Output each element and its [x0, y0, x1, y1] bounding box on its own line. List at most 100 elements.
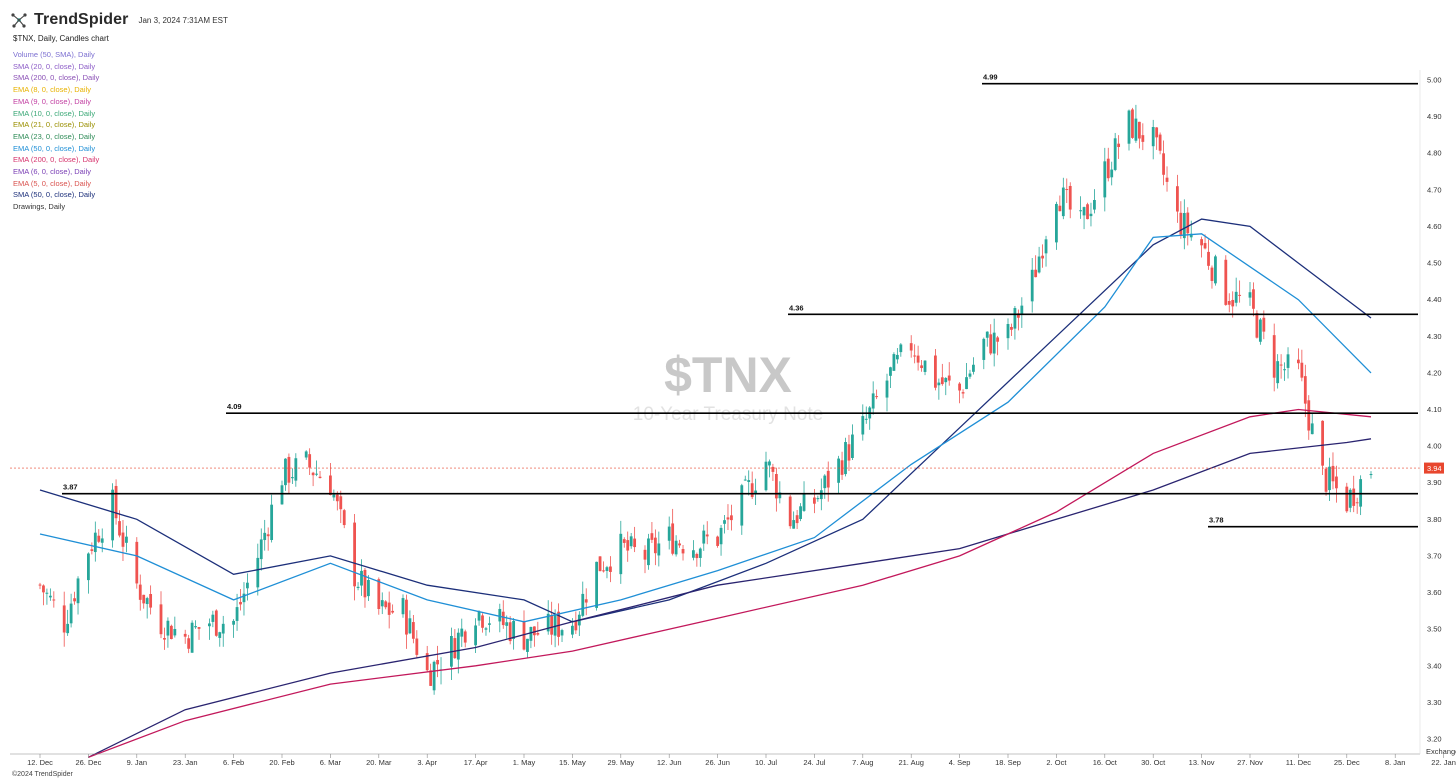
candle-body — [1010, 326, 1013, 330]
candle-body — [726, 517, 730, 520]
candle-body — [1355, 502, 1359, 504]
candle-body — [356, 586, 360, 588]
legend-item[interactable]: EMA (50, 0, close), Daily — [13, 143, 96, 153]
candle-body — [93, 532, 97, 553]
legend-item[interactable]: EMA (9, 0, close), Daily — [13, 96, 91, 106]
candle-body — [315, 473, 318, 475]
legend-item[interactable]: EMA (8, 0, close), Daily — [13, 85, 91, 95]
candle-body — [1086, 204, 1089, 220]
series-line-2 — [88, 438, 1372, 758]
candle-body — [788, 496, 792, 527]
candle-body — [602, 570, 605, 572]
x-tick-label: 20. Mar — [366, 758, 392, 767]
candle-body — [837, 458, 840, 483]
candle-body — [740, 485, 744, 526]
y-tick-label: 4.50 — [1427, 259, 1442, 268]
candle-body — [1079, 210, 1082, 212]
candle-body — [972, 364, 975, 372]
candle-body — [629, 536, 633, 547]
y-tick-label: 4.10 — [1427, 405, 1442, 414]
candle-body — [287, 456, 291, 483]
candle-body — [360, 570, 363, 586]
candle-body — [456, 632, 460, 660]
candle-body — [87, 553, 90, 581]
candle-body — [1158, 134, 1162, 151]
candle-body — [1279, 364, 1283, 366]
candle-body — [698, 548, 702, 558]
candle-body — [650, 533, 654, 540]
x-tick-label: 3. Apr — [417, 758, 437, 767]
candle-body — [1345, 486, 1349, 512]
candle-body — [290, 477, 294, 479]
candle-body — [961, 392, 965, 394]
candle-body — [968, 373, 972, 377]
candle-body — [1348, 489, 1352, 508]
candle-body — [342, 510, 346, 526]
candle-body — [674, 540, 678, 555]
candle-body — [1165, 177, 1169, 182]
candle-body — [501, 611, 505, 626]
legend-item[interactable]: EMA (6, 0, close), Daily — [13, 167, 91, 177]
candle-body — [512, 620, 516, 639]
candle-body — [840, 460, 844, 475]
candle-body — [415, 638, 419, 655]
legend-item[interactable]: EMA (5, 0, close), Daily — [13, 178, 91, 188]
x-tick-label: 16. Oct — [1093, 758, 1118, 767]
candle-body — [892, 354, 896, 371]
legend-item[interactable]: SMA (50, 0, close), Daily — [13, 190, 96, 200]
candle-body — [45, 592, 49, 594]
moving-averages — [39, 218, 1372, 758]
candle-body — [1016, 313, 1020, 318]
legend-item[interactable]: EMA (200, 0, close), Daily — [13, 155, 100, 165]
candle-body — [221, 623, 225, 634]
y-tick-label: 3.40 — [1427, 661, 1442, 670]
legend-item[interactable]: EMA (23, 0, close), Daily — [13, 131, 96, 141]
candle-body — [159, 604, 163, 635]
candle-body — [259, 539, 263, 560]
candle-body — [730, 515, 733, 521]
candle-body — [695, 553, 699, 559]
level-label: 4.09 — [227, 402, 242, 411]
y-tick-label: 4.00 — [1427, 442, 1442, 451]
candle-body — [619, 533, 623, 575]
candle-body — [851, 434, 854, 458]
legend-item[interactable]: EMA (21, 0, close), Daily — [13, 120, 96, 130]
candle-body — [681, 549, 685, 554]
candle-body — [401, 598, 405, 615]
candle-body — [895, 354, 899, 360]
candle-body — [692, 550, 695, 558]
candle-body — [235, 607, 239, 621]
header: TrendSpider Jan 3, 2024 7:31AM EST — [10, 8, 228, 32]
candle-body — [1041, 255, 1044, 259]
candle-body — [667, 526, 671, 541]
x-tick-label: 20. Feb — [269, 758, 294, 767]
candle-body — [553, 614, 557, 636]
candle-body — [1093, 200, 1096, 210]
candle-body — [716, 536, 719, 546]
x-tick-label: 2. Oct — [1046, 758, 1067, 767]
candle-body — [802, 493, 806, 511]
candle-body — [622, 539, 626, 543]
y-tick-label: 4.70 — [1427, 185, 1442, 194]
indicator-legend: Volume (50, SMA), Daily SMA (20, 0, close… — [13, 49, 99, 213]
chart-title: $TNX, Daily, Candles chart — [13, 34, 109, 43]
candle-body — [958, 383, 961, 391]
candle-body — [702, 530, 706, 544]
x-tick-label: 10. Jul — [755, 758, 777, 767]
legend-item[interactable]: EMA (10, 0, close), Daily — [13, 108, 96, 118]
candle-body — [66, 623, 70, 634]
candle-body — [653, 537, 657, 554]
y-tick-label: 3.90 — [1427, 478, 1442, 487]
legend-item[interactable]: Volume (50, SMA), Daily — [13, 50, 95, 59]
candle-body — [1141, 135, 1145, 142]
legend-item[interactable]: SMA (20, 0, close), Daily — [13, 61, 96, 71]
candle-body — [142, 594, 146, 604]
legend-item[interactable]: Drawings, Daily — [13, 202, 66, 212]
candle-body — [1255, 313, 1259, 338]
legend-item[interactable]: SMA (200, 0, close), Daily — [13, 73, 100, 83]
candle-body — [425, 653, 429, 671]
candle-body — [819, 490, 823, 500]
candle-body — [1137, 121, 1141, 139]
candle-body — [1134, 118, 1138, 141]
